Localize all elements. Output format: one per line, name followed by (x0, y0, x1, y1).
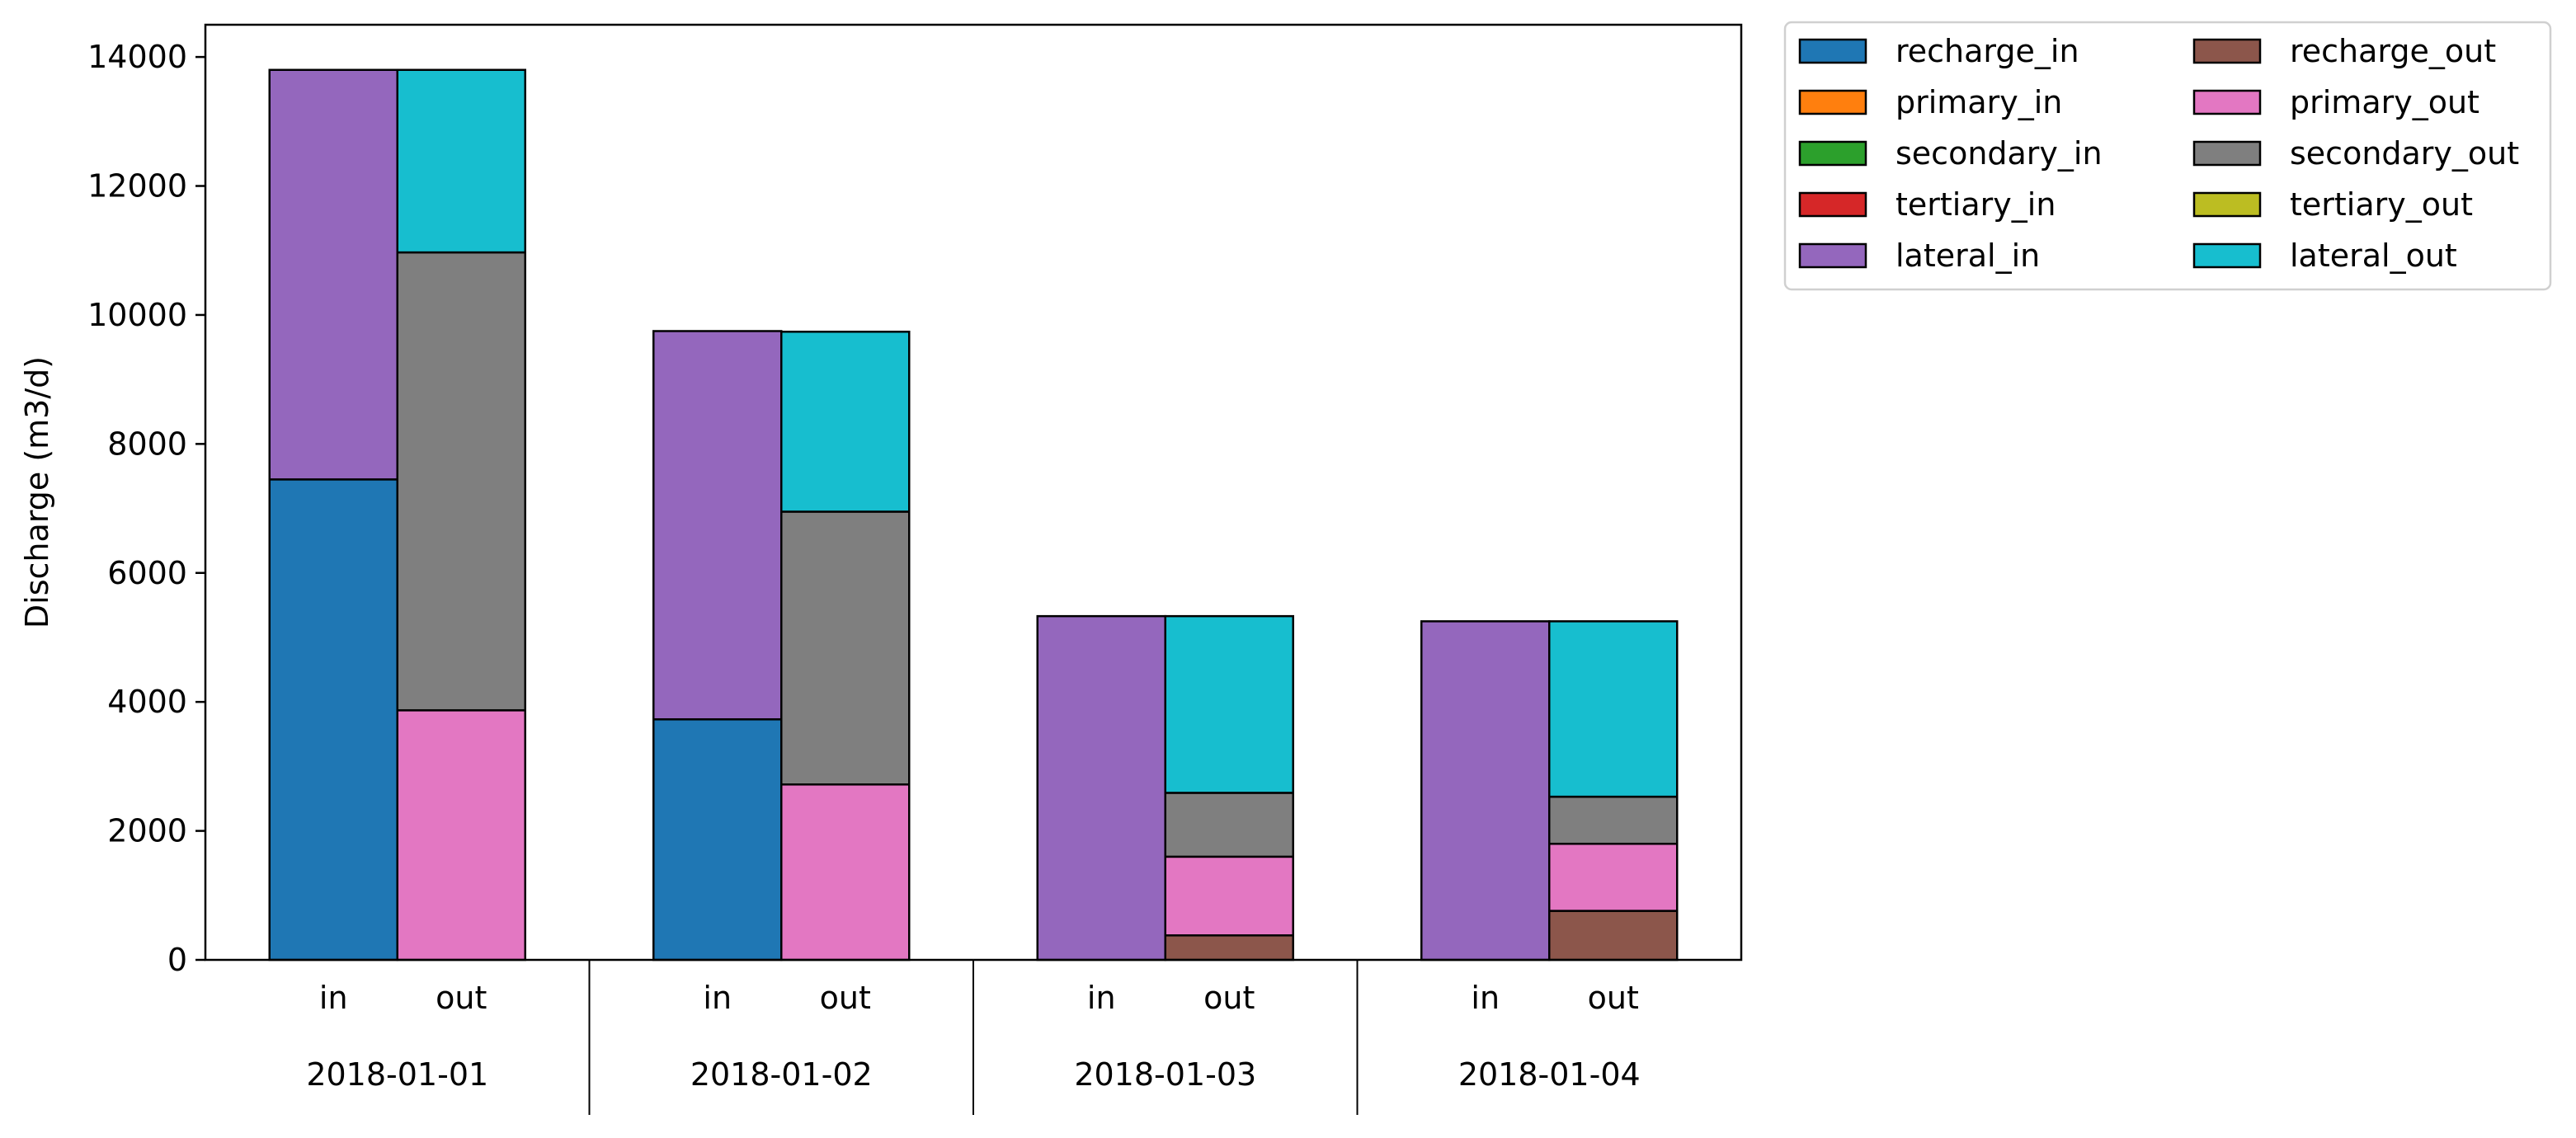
bar-lateral_in-2018-01-01 (268, 68, 398, 481)
legend-frame (1783, 21, 2552, 291)
bar-secondary_out-2018-01-03 (1164, 792, 1294, 858)
bar-secondary_out-2018-01-04 (1548, 795, 1679, 845)
bar-primary_out-2018-01-03 (1164, 855, 1294, 937)
x-subcategory-label: out (436, 980, 487, 1016)
x-subcategory-label: in (703, 980, 732, 1016)
bar-lateral_in-2018-01-04 (1420, 620, 1551, 962)
x-category-label: 2018-01-04 (1458, 1056, 1641, 1093)
legend-swatch-recharge_out (2192, 38, 2262, 64)
x-subcategory-label: in (1087, 980, 1116, 1016)
bar-lateral_out-2018-01-04 (1548, 620, 1679, 798)
bar-lateral_out-2018-01-03 (1164, 614, 1294, 794)
bar-recharge_out-2018-01-03 (1164, 934, 1294, 962)
y-tick-label: 10000 (87, 297, 187, 333)
legend-label-primary_in: primary_in (1896, 84, 2062, 120)
y-tick-label: 14000 (87, 39, 187, 75)
legend-swatch-primary_in (1798, 89, 1867, 115)
bar-primary_out-2018-01-04 (1548, 842, 1679, 912)
y-tick-label: 2000 (107, 813, 187, 849)
bars-layer (268, 68, 1679, 962)
bar-recharge_in-2018-01-01 (268, 478, 398, 962)
bar-lateral_in-2018-01-02 (652, 330, 783, 721)
legend-swatch-lateral_out (2192, 242, 2262, 269)
y-tick-label: 0 (167, 942, 187, 978)
legend-label-tertiary_in: tertiary_in (1896, 186, 2056, 223)
x-axis: in out 2018-01-01 in out 2018-01-02 in out 2018-… (306, 960, 1641, 1115)
legend-label-recharge_in: recharge_in (1896, 33, 2079, 69)
x-subcategory-label: in (319, 980, 348, 1016)
legend: recharge_in primary_in secondary_intertiar… (1783, 21, 2552, 291)
legend-label-primary_out: primary_out (2290, 84, 2479, 120)
y-tick-label: 8000 (107, 426, 187, 462)
legend-label-recharge_out: recharge_out (2290, 33, 2496, 69)
legend-swatch-recharge_in (1798, 38, 1867, 64)
x-category-label: 2018-01-02 (690, 1056, 873, 1093)
bar-primary_out-2018-01-01 (396, 709, 526, 962)
bar-lateral_out-2018-01-02 (780, 331, 911, 513)
x-subcategory-label: out (820, 980, 871, 1016)
legend-label-lateral_in: lateral_in (1896, 237, 2040, 274)
y-tick-label: 6000 (107, 555, 187, 591)
bar-lateral_in-2018-01-03 (1036, 614, 1166, 962)
bar-recharge_in-2018-01-02 (652, 718, 783, 962)
legend-swatch-tertiary_in (1798, 191, 1867, 218)
legend-label-secondary_out: secondary_out (2290, 135, 2519, 172)
y-tick-label: 4000 (107, 684, 187, 720)
y-axis-label: Discharge (m3/d) (19, 356, 55, 628)
bar-secondary_out-2018-01-02 (780, 510, 911, 786)
legend-swatch-secondary_in (1798, 140, 1867, 167)
x-category-label: 2018-01-03 (1074, 1056, 1256, 1093)
y-axis: 0 2000 4000 6000 8000 10000 12000 14000 (87, 39, 205, 978)
bar-recharge_out-2018-01-04 (1548, 910, 1679, 962)
bar-secondary_out-2018-01-01 (396, 251, 526, 712)
x-category-label: 2018-01-01 (306, 1056, 488, 1093)
x-subcategory-label: out (1203, 980, 1255, 1016)
legend-swatch-lateral_in (1798, 242, 1867, 269)
legend-label-lateral_out: lateral_out (2290, 237, 2457, 274)
x-subcategory-label: in (1471, 980, 1500, 1016)
legend-swatch-secondary_out (2192, 140, 2262, 167)
legend-label-secondary_in: secondary_in (1896, 135, 2103, 172)
bar-lateral_out-2018-01-01 (396, 68, 526, 254)
legend-label-tertiary_out: tertiary_out (2290, 186, 2473, 223)
y-tick-label: 12000 (87, 168, 187, 205)
bar-primary_out-2018-01-02 (780, 783, 911, 962)
legend-swatch-tertiary_out (2192, 191, 2262, 218)
x-subcategory-label: out (1588, 980, 1639, 1016)
legend-swatch-primary_out (2192, 89, 2262, 115)
